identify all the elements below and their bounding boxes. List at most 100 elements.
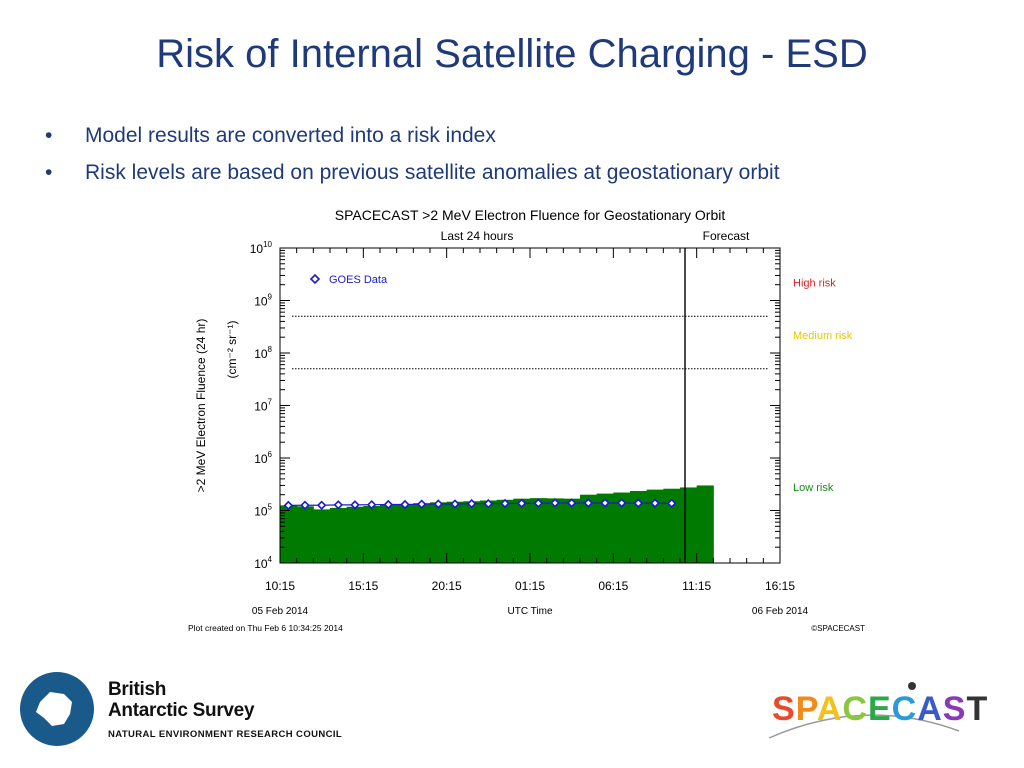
legend-label: GOES Data [329,274,388,286]
antarctica-shape-icon [36,692,72,726]
x-axis-label: UTC Time [508,606,553,617]
fluence-bar [563,498,581,563]
chart-title: SPACECAST >2 MeV Electron Fluence for Ge… [335,207,726,223]
bas-name: British Antarctic Survey [108,679,255,721]
spacecast-letter: T [966,690,989,728]
x-tick-label: 01:15 [515,579,545,593]
y-tick-label: 108 [254,345,272,361]
y-tick-label: 107 [254,398,272,414]
y-tick-base: 10 [254,400,268,414]
goes-data-point [483,498,494,509]
bas-name-line2: Antarctic Survey [108,700,255,721]
goes-data-point [633,498,644,508]
y-tick-exp: 4 [268,555,273,564]
goes-data-point [666,498,677,509]
goes-data-point [400,499,410,510]
spacecast-letter: C [891,690,918,728]
goes-data-point [550,498,560,508]
risk-label: Low risk [793,482,834,494]
y-tick-exp: 8 [268,345,273,354]
y-tick-exp: 7 [268,398,273,407]
date-left: 05 Feb 2014 [252,606,309,617]
y-tick-base: 10 [254,505,268,519]
y-tick-label: 104 [254,555,272,571]
fluence-bar [363,505,381,563]
goes-data-point [450,499,460,509]
goes-data-point [500,498,510,509]
spacecast-letter: P [795,690,817,728]
y-tick-base: 10 [250,242,264,256]
legend-marker [309,273,321,285]
fluence-bar [296,506,314,563]
spacecast-logo [768,682,960,739]
fluence-bar [530,498,548,563]
risk-label: High risk [793,278,836,290]
chart-subtitle-right: Forecast [703,229,750,243]
goes-data-point [333,500,344,510]
fluence-bar [346,506,364,563]
goes-data-point [533,498,544,508]
risk-label: Medium risk [793,330,853,342]
bullet-item: Model results are converted into a risk … [45,117,780,154]
x-tick-label: 10:15 [265,579,295,593]
spacecast-orbit-icon [768,714,960,739]
spacecast-letter: S [772,690,796,728]
spacecast-letter: C [842,690,868,728]
fluence-bar [696,485,714,563]
fluence-bar [496,499,514,563]
x-tick-label: 20:15 [432,579,462,593]
fluence-bar [480,500,498,563]
fluence-bar [380,504,398,563]
goes-data-point [300,500,310,510]
y-axis-label-units: (cm⁻² sr⁻¹) [225,321,239,379]
goes-data-point [366,499,377,510]
fluence-bar [280,505,298,563]
fluence-bar [396,504,414,563]
spacecast-letter: A [816,690,843,728]
fluence-bar [546,498,564,563]
spacecast-letter: E [867,690,892,728]
goes-data-point [566,498,577,508]
copyright-text: ©SPACECAST [811,624,865,633]
slide-title: Risk of Internal Satellite Charging - ES… [156,32,868,76]
goes-data-point [600,498,610,508]
x-tick-label: 16:15 [765,579,795,593]
bullet-item: Risk levels are based on previous satell… [45,154,780,191]
fluence-bar [630,491,648,563]
y-tick-base: 10 [254,295,268,309]
fluence-bar [413,503,431,563]
goes-data-point [583,498,594,508]
goes-data-point [466,498,477,509]
fluence-bar [513,498,531,563]
y-tick-base: 10 [254,347,268,361]
fluence-bar [313,509,331,563]
spacecast-letter: S [942,690,967,728]
fluence-bar [680,487,698,563]
y-tick-base: 10 [254,557,268,571]
y-tick-exp: 10 [263,240,272,249]
y-tick-exp: 6 [268,450,273,459]
spacecast-dot-icon [908,682,916,690]
y-tick-exp: 9 [268,293,273,302]
fluence-bar [596,493,614,563]
date-right: 06 Feb 2014 [752,606,809,617]
y-tick-label: 105 [254,503,272,519]
fluence-bar [646,489,664,563]
bullet-list: Model results are converted into a risk … [45,117,780,191]
x-tick-label: 06:15 [598,579,628,593]
y-tick-label: 1010 [250,240,273,256]
y-tick-exp: 5 [268,503,273,512]
bas-subtitle: NATURAL ENVIRONMENT RESEARCH COUNCIL [108,729,343,740]
plot-created-text: Plot created on Thu Feb 6 10:34:25 2014 [188,623,343,633]
y-tick-base: 10 [254,452,268,466]
goes-data-point [383,499,394,510]
spacecast-wordmark: SPACECAST [772,690,988,729]
chart-subtitle-left: Last 24 hours [441,229,514,243]
fluence-bar [580,494,598,563]
goes-data-point [316,500,327,510]
fluence-bar [613,492,631,563]
bas-logo [20,672,94,746]
bas-name-line1: British [108,679,167,700]
y-tick-label: 109 [254,293,272,309]
